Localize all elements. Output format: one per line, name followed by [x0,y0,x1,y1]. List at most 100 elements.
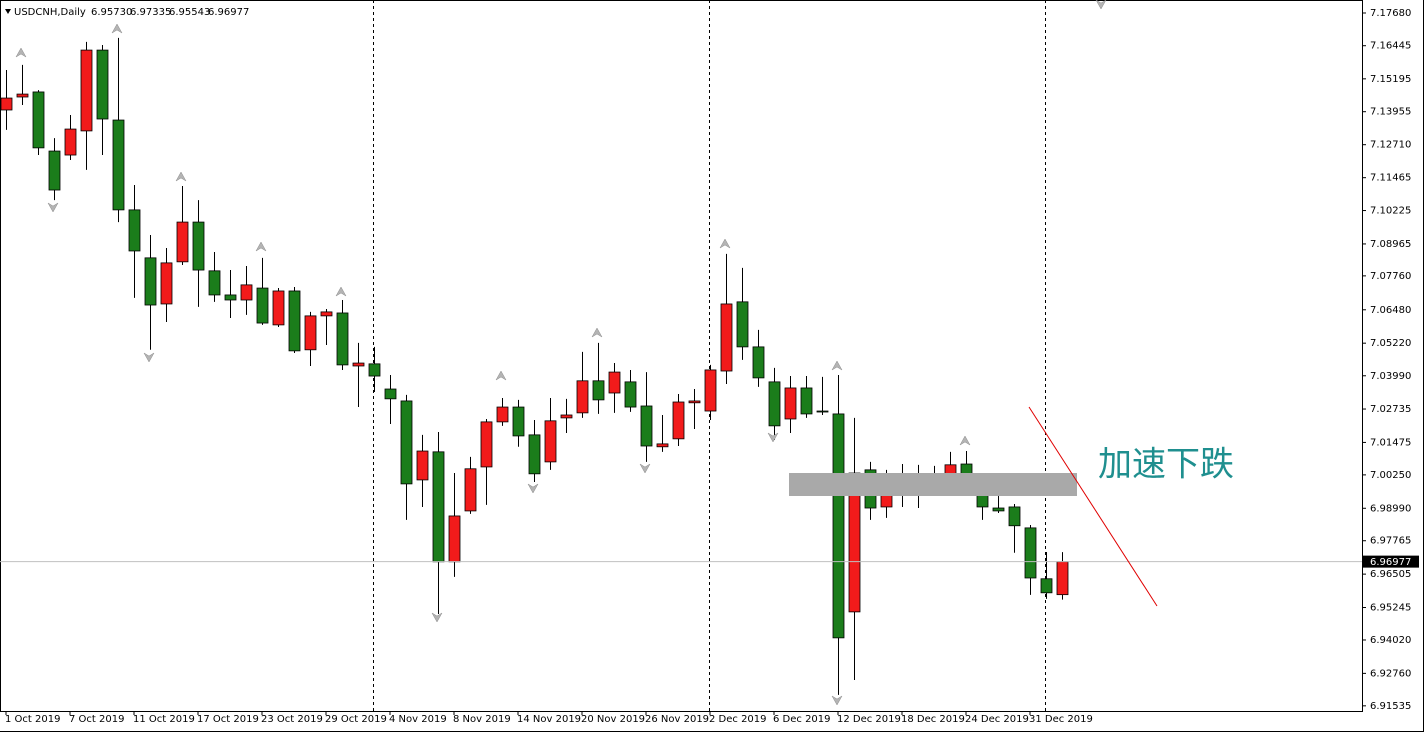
y-tick-label: 7.00250 [1370,470,1411,481]
candle-body [1008,506,1021,527]
x-tick-label: 11 Oct 2019 [133,714,195,725]
candle-body [288,290,301,352]
candle-body [688,400,701,404]
y-tick-label: 6.98990 [1370,503,1411,514]
y-tick-label: 7.10225 [1370,206,1411,217]
candle-body [160,262,173,305]
candle-body [832,413,845,639]
y-tick-label: 6.94020 [1370,635,1411,646]
current-price-label: 6.96977 [1370,557,1411,568]
y-tick-label: 6.96505 [1370,569,1411,580]
candle-body [1040,578,1053,594]
candle-body [656,443,669,448]
zone-rectangle [789,473,1077,496]
plot-frame [0,0,1363,712]
fractal-down [527,483,539,494]
y-tick-label: 7.11465 [1370,173,1411,184]
y-tick-label: 6.92760 [1370,668,1411,679]
fractal-up [831,360,843,371]
candle-body [640,405,653,447]
candle-body [256,287,269,324]
x-tick-label: 6 Dec 2019 [773,714,831,725]
fractal-up [719,238,731,249]
candle-body [112,119,125,211]
candle-body [192,221,205,271]
y-tick-label: 7.15195 [1370,74,1411,85]
y-tick-label: 7.07760 [1370,271,1411,282]
fractal-down [639,463,651,474]
candle-body [464,468,477,512]
trend-line [1028,406,1158,607]
x-tick-label: 24 Dec 2019 [965,714,1029,725]
candle-body [512,406,525,437]
candle-body [816,410,829,413]
y-tick-label: 7.12710 [1370,140,1411,151]
candle-body [0,97,13,111]
candle-body [144,257,157,306]
candle-body [320,311,333,317]
candle-body [64,128,77,156]
candle-body [480,421,493,468]
fractal-down [143,352,155,363]
candle-body [272,290,285,326]
y-tick-label: 7.16445 [1370,41,1411,52]
candle-body [240,284,253,301]
fractal-down [1095,0,1107,10]
x-tick-label: 17 Oct 2019 [197,714,259,725]
candle-body [704,369,717,412]
candle-body [176,221,189,263]
y-tick-label: 7.06480 [1370,305,1411,316]
candle-body [304,315,317,351]
candle-body [608,371,621,394]
x-tick-label: 20 Nov 2019 [581,714,645,725]
x-tick-label: 14 Nov 2019 [517,714,581,725]
candle-body [720,303,733,372]
fractal-up [255,241,267,252]
current-price-box [1363,555,1419,568]
candle-body [496,406,509,423]
candle-body [560,414,573,419]
x-tick-label: 18 Dec 2019 [901,714,965,725]
candle-body [672,401,685,440]
fractal-down [47,202,59,213]
candle-body [576,380,589,414]
candle-body [768,381,781,427]
candle-body [400,400,413,485]
x-tick-label: 7 Oct 2019 [69,714,124,725]
y-tick-label: 7.17680 [1370,8,1411,19]
header-open: 6.95730 [91,7,132,18]
candle-body [416,450,429,481]
y-tick-label: 7.05220 [1370,338,1411,349]
fractals-down [47,202,843,706]
y-tick-label: 7.08965 [1370,239,1411,250]
candle-body [32,91,45,149]
fractal-down [767,432,779,443]
candle-body [432,451,445,563]
candle-body [784,387,797,420]
x-tick-label: 31 Dec 2019 [1029,714,1093,725]
candle-body [624,381,637,408]
header-low: 6.95543 [169,7,210,18]
fractals-up [15,0,1107,446]
fractal-up [335,286,347,297]
candle-body [448,515,461,563]
candle-body [1056,561,1069,596]
fractal-up [495,370,507,381]
fractal-up [111,23,123,34]
candle-body [1024,527,1037,579]
candle-body [736,301,749,348]
annotation: 加速下跌 [1098,445,1234,485]
x-tick-label: 29 Oct 2019 [325,714,387,725]
candle-body [992,507,1005,512]
candle-body [368,363,381,377]
candle-body [336,312,349,366]
fractal-down [831,695,843,706]
header-menu-icon[interactable] [5,9,11,14]
y-tick-label: 6.95245 [1370,603,1411,614]
x-tick-label: 23 Oct 2019 [261,714,323,725]
x-tick-label: 26 Nov 2019 [645,714,709,725]
candle-body [384,388,397,400]
fractal-down [431,612,443,623]
candle-body [208,270,221,296]
